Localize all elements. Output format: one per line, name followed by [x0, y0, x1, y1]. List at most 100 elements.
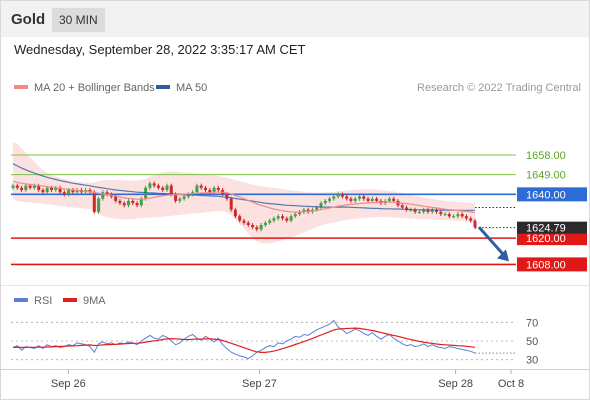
bollinger-band-fill: [13, 141, 475, 244]
ma50-legend-label: MA 50: [176, 82, 207, 94]
candle: [54, 187, 58, 190]
candle: [212, 187, 216, 193]
last-price-tag-text: 1624.79: [526, 223, 566, 235]
candle: [152, 183, 156, 186]
candle: [370, 198, 374, 201]
ma50-line: [12, 163, 475, 211]
level-tag-1620.00: [517, 231, 587, 246]
candle: [216, 187, 220, 190]
candle: [204, 187, 207, 190]
candle: [101, 192, 105, 199]
ma20-line: [12, 180, 476, 214]
moving-averages: [12, 163, 509, 262]
ma20-legend-label: MA 20 + Bollinger Bands: [34, 82, 155, 94]
candle: [323, 200, 327, 204]
x-tick-label: Sep 26: [51, 378, 86, 390]
candle: [238, 216, 242, 221]
candle: [289, 216, 293, 221]
timeframe-button[interactable]: 30 MIN: [52, 8, 105, 32]
candle: [400, 205, 404, 208]
projection-arrow-shaft: [477, 226, 507, 258]
candle: [349, 198, 353, 201]
candle: [186, 194, 190, 197]
candle: [405, 207, 409, 210]
candle: [208, 190, 212, 193]
candle: [319, 203, 323, 208]
header-bar: Gold 30 MIN: [1, 1, 589, 37]
candle: [268, 220, 272, 223]
candle: [332, 196, 336, 199]
candle: [362, 196, 366, 199]
candle: [443, 214, 447, 216]
level-label-1658.00: 1658.00: [526, 150, 566, 162]
level-tag-text-1640.00: 1640.00: [526, 189, 566, 201]
candle: [11, 185, 15, 188]
x-tick-label: Sep 28: [438, 378, 473, 390]
candle: [452, 216, 456, 218]
candle: [246, 222, 250, 225]
ma50-legend-swatch: [156, 85, 170, 89]
projection-arrowhead: [497, 249, 509, 262]
candle: [131, 200, 135, 204]
candle: [464, 216, 468, 219]
candle: [469, 218, 473, 221]
candle: [71, 190, 75, 193]
rsi-legend-label: RSI: [34, 295, 52, 307]
candle: [439, 211, 443, 215]
symbol-label: Gold: [11, 11, 46, 28]
candle: [122, 203, 126, 206]
level-tag-text-1620.00: 1620.00: [526, 233, 566, 245]
candle: [456, 214, 460, 217]
candle: [336, 194, 340, 197]
rsi-panel: 30 50 70: [11, 317, 538, 367]
candle: [45, 187, 49, 193]
level-label-1649.00: 1649.00: [526, 170, 566, 182]
candle: [28, 185, 32, 188]
rsi-line: [12, 319, 476, 360]
candle: [139, 198, 143, 206]
candle: [328, 198, 332, 201]
candle: [409, 209, 413, 211]
candle: [135, 203, 139, 206]
candle: [144, 187, 148, 199]
candle: [460, 214, 464, 217]
candle: [298, 211, 302, 215]
rsi-ma9-line: [12, 327, 476, 353]
candle: [255, 227, 259, 230]
ma9-legend-swatch: [63, 298, 77, 302]
candle: [387, 198, 391, 201]
candle: [20, 187, 24, 190]
candle: [178, 198, 182, 201]
level-tags: 1658.00 1649.00 1640.00 1620.00 1608.00 1624.…: [517, 150, 587, 272]
ma20-legend-swatch: [14, 85, 28, 89]
candle: [293, 214, 297, 217]
candle: [353, 198, 357, 201]
level-tag-text-1608.00: 1608.00: [526, 259, 566, 271]
candle: [413, 209, 417, 212]
candle: [32, 185, 36, 188]
research-credit: Research © 2022 Trading Central: [417, 82, 581, 94]
candle: [50, 187, 53, 190]
candle: [426, 209, 430, 212]
candle: [127, 200, 130, 206]
candle: [417, 211, 421, 213]
candle: [422, 209, 426, 212]
candle: [97, 198, 101, 212]
rsi-tick-30: 30: [526, 355, 538, 367]
candle: [161, 187, 165, 190]
candle: [174, 194, 178, 201]
candle: [366, 198, 370, 201]
level-tag-1640.00: [517, 187, 587, 202]
candle: [229, 198, 233, 210]
candle: [195, 185, 199, 193]
candle: [259, 225, 263, 230]
candle: [156, 185, 160, 188]
candle: [302, 209, 306, 212]
candle: [92, 192, 96, 212]
candle: [169, 185, 173, 195]
candle: [392, 198, 396, 201]
candle: [182, 196, 186, 199]
x-tick-label: Sep 27: [242, 378, 277, 390]
candle: [285, 218, 289, 221]
candle: [242, 220, 246, 223]
